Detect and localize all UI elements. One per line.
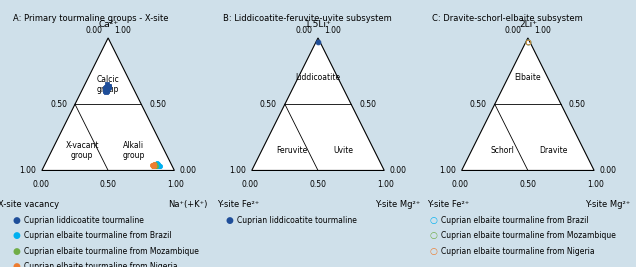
Text: 1.00: 1.00 — [534, 26, 551, 35]
Text: 0.00: 0.00 — [32, 180, 49, 189]
Text: Dravite: Dravite — [539, 146, 568, 155]
Text: Cuprian liddicoatite tourmaline: Cuprian liddicoatite tourmaline — [24, 216, 144, 225]
Text: Y-site Mg²⁺: Y-site Mg²⁺ — [584, 200, 630, 209]
Text: ○: ○ — [429, 231, 437, 240]
Text: 0.00: 0.00 — [180, 166, 197, 175]
Text: 0.00: 0.00 — [599, 166, 616, 175]
Polygon shape — [252, 38, 384, 170]
Text: 1.00: 1.00 — [20, 166, 37, 175]
Text: Cuprian elbaite tourmaline from Mozambique: Cuprian elbaite tourmaline from Mozambiq… — [441, 231, 616, 240]
Text: 0.50: 0.50 — [569, 100, 586, 109]
Text: 1.00: 1.00 — [439, 166, 457, 175]
Text: Na⁺(+K⁺): Na⁺(+K⁺) — [168, 200, 207, 209]
Text: ●: ● — [13, 247, 20, 256]
Text: ○: ○ — [429, 247, 437, 256]
Text: ●: ● — [13, 231, 20, 240]
Text: Y-site Mg²⁺: Y-site Mg²⁺ — [375, 200, 420, 209]
Text: Cuprian liddicoatite tourmaline: Cuprian liddicoatite tourmaline — [237, 216, 357, 225]
Text: Cuprian elbaite tourmaline from Mozambique: Cuprian elbaite tourmaline from Mozambiq… — [24, 247, 199, 256]
Text: 0.00: 0.00 — [389, 166, 406, 175]
Text: 0.50: 0.50 — [100, 180, 116, 189]
Text: Cuprian elbaite tourmaline from Brazil: Cuprian elbaite tourmaline from Brazil — [441, 216, 588, 225]
Text: 2Li⁺: 2Li⁺ — [519, 20, 537, 29]
Text: 0.00: 0.00 — [452, 180, 469, 189]
Text: ●: ● — [226, 216, 233, 225]
Text: 0.00: 0.00 — [85, 26, 102, 35]
Text: 0.00: 0.00 — [505, 26, 522, 35]
Text: 0.50: 0.50 — [260, 100, 277, 109]
Text: Cuprian elbaite tourmaline from Nigeria: Cuprian elbaite tourmaline from Nigeria — [24, 262, 178, 267]
Text: Liddicoatite: Liddicoatite — [296, 73, 340, 82]
Polygon shape — [42, 38, 174, 170]
Text: 0.00: 0.00 — [295, 26, 312, 35]
Text: 1.00: 1.00 — [167, 180, 184, 189]
Text: ○: ○ — [429, 216, 437, 225]
Text: 0.50: 0.50 — [520, 180, 536, 189]
Text: 0.50: 0.50 — [359, 100, 376, 109]
Text: 1.5Li⁺: 1.5Li⁺ — [305, 20, 331, 29]
Text: 0.50: 0.50 — [50, 100, 67, 109]
Text: 0.00: 0.00 — [242, 180, 259, 189]
Text: Cuprian elbaite tourmaline from Brazil: Cuprian elbaite tourmaline from Brazil — [24, 231, 172, 240]
Text: ●: ● — [13, 262, 20, 267]
Text: 1.00: 1.00 — [324, 26, 341, 35]
Text: ●: ● — [13, 216, 20, 225]
Text: 1.00: 1.00 — [230, 166, 246, 175]
Text: Schorl: Schorl — [490, 146, 514, 155]
Text: Y-site Fe²⁺: Y-site Fe²⁺ — [427, 200, 469, 209]
Text: X-site vacancy: X-site vacancy — [0, 200, 59, 209]
Text: 1.00: 1.00 — [377, 180, 394, 189]
Text: 0.50: 0.50 — [310, 180, 326, 189]
Polygon shape — [462, 38, 594, 170]
Text: Cuprian elbaite tourmaline from Nigeria: Cuprian elbaite tourmaline from Nigeria — [441, 247, 595, 256]
Text: 1.00: 1.00 — [114, 26, 131, 35]
Text: B: Liddicoatite-feruvite-uvite subsystem: B: Liddicoatite-feruvite-uvite subsystem — [223, 14, 391, 23]
Text: Feruvite: Feruvite — [277, 146, 308, 155]
Text: 0.50: 0.50 — [470, 100, 487, 109]
Text: Elbaite: Elbaite — [515, 73, 541, 82]
Text: Calcic
group: Calcic group — [97, 74, 120, 94]
Text: Ca²⁺: Ca²⁺ — [98, 20, 118, 29]
Text: 0.50: 0.50 — [149, 100, 166, 109]
Text: A: Primary tourmaline groups - X-site: A: Primary tourmaline groups - X-site — [13, 14, 168, 23]
Text: Uvite: Uvite — [334, 146, 354, 155]
Text: Y-site Fe²⁺: Y-site Fe²⁺ — [218, 200, 259, 209]
Text: 1.00: 1.00 — [587, 180, 604, 189]
Text: C: Dravite-schorl-elbaite subsystem: C: Dravite-schorl-elbaite subsystem — [432, 14, 583, 23]
Text: X-vacant
group: X-vacant group — [66, 141, 99, 160]
Text: Alkali
group: Alkali group — [123, 141, 145, 160]
